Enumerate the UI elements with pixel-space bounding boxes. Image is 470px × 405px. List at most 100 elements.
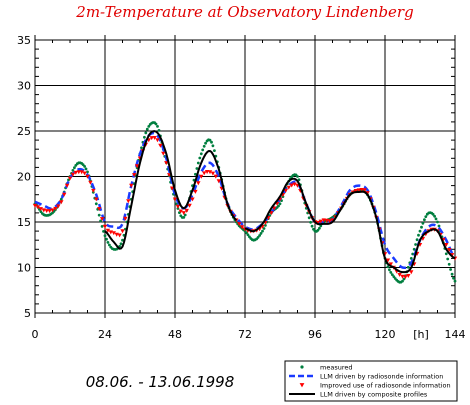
y-tick-labels: 5 10 15 20 25 30 35 [17, 34, 31, 320]
date-range: 08.06. - 13.06.1998 [86, 373, 235, 391]
measured-point [198, 156, 202, 160]
measured-point [319, 224, 323, 228]
measured-point [256, 236, 260, 239]
improved-point [164, 161, 169, 165]
measured-point [204, 141, 208, 145]
measured-point [195, 167, 199, 170]
measured-point [415, 238, 419, 242]
improved-point [444, 243, 449, 247]
improved-point [35, 205, 41, 210]
improved-point [216, 179, 221, 184]
measured-point [446, 257, 450, 261]
improved-point [237, 222, 242, 227]
measured-point [194, 172, 197, 176]
y-tick-label: 25 [17, 125, 31, 138]
measured-point [86, 170, 89, 174]
x-tick-label: 120 [375, 328, 396, 341]
improved-point [97, 207, 102, 211]
improved-point [409, 270, 414, 275]
improved-point [155, 138, 160, 143]
measured-point [105, 237, 108, 241]
improved-point [47, 209, 52, 214]
x-tick-label: 144 [445, 328, 466, 341]
legend-label: LLM driven by radiosonde information [320, 373, 443, 381]
measured-point [59, 197, 63, 201]
improved-point [105, 228, 111, 233]
improved-point [94, 197, 99, 202]
measured-point [258, 234, 261, 237]
improved-point [321, 218, 326, 223]
measured-point [449, 268, 452, 271]
legend-label: measured [320, 364, 352, 372]
improved-point [32, 203, 38, 208]
measured-point [202, 144, 206, 148]
measured-point [121, 238, 124, 242]
measured-point [424, 215, 428, 219]
series-layer [32, 121, 458, 284]
improved-point [202, 171, 207, 176]
improved-point [132, 173, 137, 177]
improved-point [178, 209, 183, 214]
improved-point [175, 204, 181, 209]
x-tick-label: 48 [168, 328, 182, 341]
improved-point [181, 211, 186, 216]
measured-point [106, 241, 110, 244]
improved-point [102, 224, 108, 229]
measured-point [208, 138, 212, 142]
improved-point [292, 182, 297, 187]
improved-point [158, 143, 163, 148]
y-tick-label: 35 [17, 34, 31, 47]
improved-point [289, 183, 294, 188]
chart-title: 2m-Temperature at Observatory Lindenberg [75, 3, 413, 21]
measured-point [154, 122, 158, 126]
measured-point [418, 229, 422, 233]
improved-point [388, 262, 393, 267]
grid-lines [35, 40, 455, 313]
measured-point [108, 243, 111, 247]
x-tick-label: 96 [308, 328, 322, 341]
y-tick-label: 10 [17, 262, 31, 275]
improved-point [126, 199, 131, 204]
improved-point [50, 208, 55, 213]
measured-point [262, 227, 266, 230]
x-tick-labels: 0 24 48 72 96 120 144 [32, 328, 466, 341]
measured-point [388, 268, 391, 272]
improved-point [272, 206, 277, 211]
measured-point [420, 225, 423, 229]
measured-point [100, 225, 104, 228]
measured-point [390, 273, 394, 276]
measured-point [156, 125, 159, 128]
improved-point [190, 197, 195, 202]
improved-point [397, 273, 402, 277]
measured-point [431, 212, 435, 216]
measured-point [144, 131, 148, 135]
measured-point [213, 149, 216, 153]
measured-point [411, 252, 415, 256]
measured-point [147, 125, 151, 128]
improved-point [82, 171, 87, 176]
measured-point [73, 166, 76, 170]
improved-point [187, 203, 192, 208]
improved-point [53, 206, 58, 211]
measured-point [183, 213, 187, 217]
measured-point [83, 165, 86, 168]
measured-point [140, 146, 143, 150]
y-tick-label: 20 [17, 171, 31, 184]
improved-point [327, 219, 332, 224]
improved-point [286, 185, 291, 190]
legend-label: LLM driven by composite profiles [320, 391, 428, 399]
measured-point [259, 232, 263, 235]
minor-ticks [34, 35, 456, 318]
improved-point [193, 189, 198, 194]
improved-point [117, 233, 122, 238]
x-tick-label: 0 [32, 328, 39, 341]
improved-point [38, 207, 43, 211]
measured-point [447, 262, 451, 266]
legend-label: Improved use of radiosonde information [320, 382, 451, 390]
measured-point [402, 277, 406, 281]
measured-point [310, 224, 314, 228]
measured-point [452, 276, 455, 280]
improved-point [70, 172, 76, 177]
measured-point [67, 178, 70, 182]
measured-point [97, 213, 101, 217]
